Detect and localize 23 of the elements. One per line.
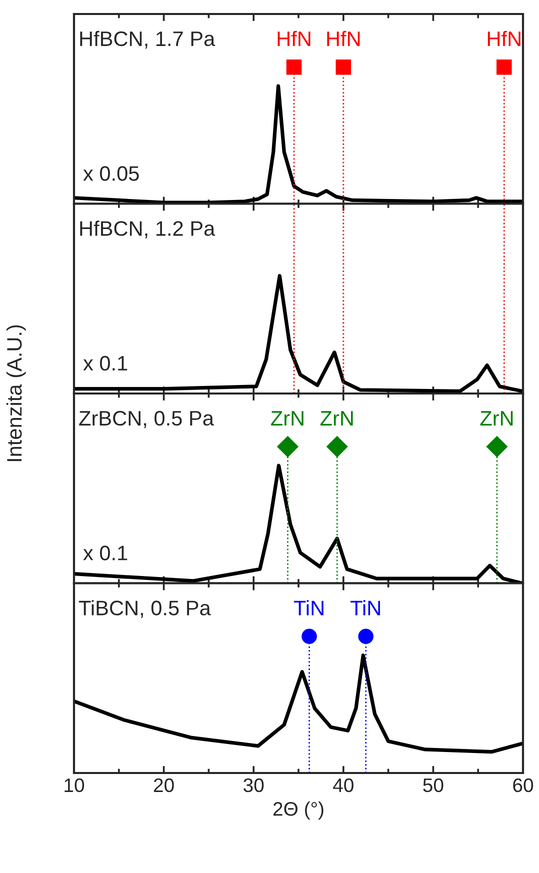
- x-tick-label: 40: [333, 778, 354, 792]
- annotation: x 0.05: [83, 166, 139, 181]
- ref-line-label: TiN: [350, 600, 380, 616]
- x-axis-title: 2Θ (°): [273, 802, 324, 820]
- y-axis-title: Intenzita (A.U.): [6, 325, 26, 462]
- ref-line-label: HfN: [278, 30, 310, 46]
- text: HfBCN, 1.2 Pa: [80, 220, 216, 238]
- ref-line-label: ZrN: [480, 411, 513, 426]
- x-tick-label: 60: [513, 778, 534, 792]
- x-tick-label: 10: [64, 778, 84, 792]
- ref-line-label: TiN: [294, 600, 324, 616]
- x-tick-label: 50: [423, 778, 444, 792]
- ref-line-label: ZrN: [320, 411, 353, 426]
- text: HfBCN, 1.7 Pa: [80, 30, 216, 49]
- x-tick-label: 30: [244, 778, 264, 792]
- text: ZrBCN, 0.5 Pa: [79, 410, 214, 428]
- text: TiBCN, 0.5 Pa: [78, 600, 211, 618]
- annotation: x 0.1: [83, 356, 128, 371]
- ref-line-label: HfN: [488, 30, 520, 46]
- annotation: x 0.1: [83, 546, 128, 560]
- x-tick-label: 20: [154, 778, 174, 792]
- ref-line-label: HfN: [327, 30, 360, 46]
- ref-line-label: ZrN: [271, 411, 304, 426]
